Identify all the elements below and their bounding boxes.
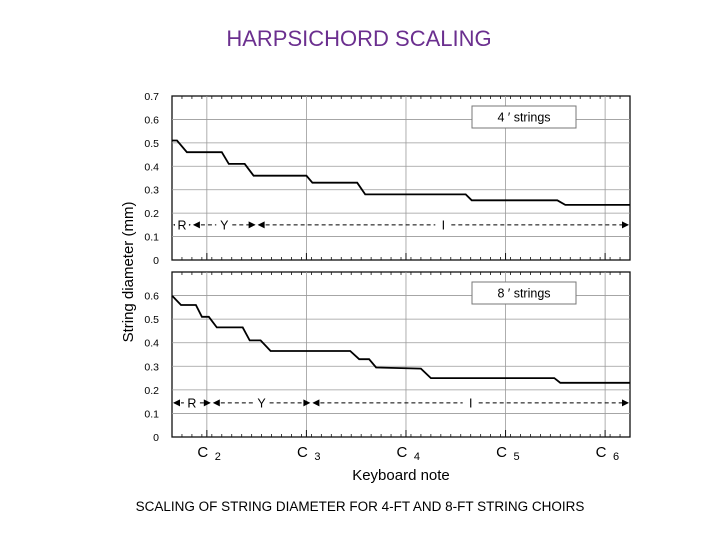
region-label: I <box>469 396 472 410</box>
slide-caption: SCALING OF STRING DIAMETER FOR 4-FT AND … <box>135 499 585 514</box>
x-tick-label: C <box>496 444 507 461</box>
x-tick-subscript: 3 <box>314 451 320 463</box>
y-axis-label: String diameter (mm) <box>120 202 137 343</box>
x-tick-label: C <box>197 444 208 461</box>
region-label-bg <box>254 394 269 411</box>
y-tick-label: 0.6 <box>144 114 159 126</box>
region-label-bg <box>436 216 451 233</box>
x-tick-subscript: 2 <box>215 451 221 463</box>
y-tick-label: 0.3 <box>144 361 159 373</box>
region-arrowhead-left <box>212 399 220 407</box>
region-label: Y <box>220 218 229 232</box>
legend-label: 8 ′ strings <box>497 287 550 301</box>
region-label: R <box>177 218 186 232</box>
series-line <box>172 139 630 206</box>
y-tick-label: 0.4 <box>144 338 159 350</box>
region-label-bg <box>174 216 189 233</box>
legend-box <box>471 105 577 129</box>
region-arrowhead-right <box>203 399 211 407</box>
slide-title: HARPSICHORD SCALING <box>226 26 492 51</box>
legend-label: 4 ′ strings <box>497 111 550 125</box>
y-tick-label: 0 <box>153 255 159 267</box>
y-tick-label: 0.5 <box>144 138 159 150</box>
region-label: R <box>187 396 196 410</box>
y-tick-label: 0.5 <box>144 314 159 326</box>
x-tick-subscript: 4 <box>414 451 420 463</box>
x-tick-label: C <box>397 444 408 461</box>
region-label: I <box>442 218 445 232</box>
x-tick-subscript: 6 <box>613 451 619 463</box>
region-label-bg <box>184 394 199 411</box>
y-tick-label: 0.2 <box>144 208 159 220</box>
region-label-bg <box>463 394 478 411</box>
region-arrowhead-right <box>248 221 256 229</box>
x-tick-subscript: 5 <box>513 451 519 463</box>
y-tick-label: 0.4 <box>144 161 159 173</box>
region-arrowhead-left <box>192 221 200 229</box>
region-arrowhead-left <box>312 399 320 407</box>
chart-panel-2: 0 0.1 0.2 0.3 0.4 0.5 0.6 R Y I 8 ′ strings <box>144 271 631 444</box>
region-arrowhead-left <box>173 399 180 407</box>
y-tick-label: 0 <box>153 432 159 444</box>
legend-box <box>471 281 577 305</box>
x-tick-label: C <box>297 444 308 461</box>
region-arrowhead-right <box>303 399 311 407</box>
region-arrowhead-right <box>622 399 629 407</box>
y-tick-label: 0.3 <box>144 185 159 197</box>
y-tick-label: 0.2 <box>144 385 159 397</box>
y-tick-label: 0.1 <box>144 232 159 244</box>
y-tick-label: 0.7 <box>144 91 159 103</box>
y-tick-label: 0.6 <box>144 291 159 303</box>
x-axis-label: Keyboard note <box>352 467 450 484</box>
x-tick-label: C <box>596 444 607 461</box>
region-label: Y <box>257 396 266 410</box>
chart-panel-1: 0 0.1 0.2 0.3 0.4 0.5 0.6 0.7 R Y I 4 ′ strings <box>144 91 631 267</box>
y-tick-label: 0.1 <box>144 408 159 420</box>
region-label-bg <box>217 216 232 233</box>
series-line <box>171 294 630 384</box>
region-arrowhead-left <box>257 221 265 229</box>
region-arrowhead-right <box>622 221 629 229</box>
